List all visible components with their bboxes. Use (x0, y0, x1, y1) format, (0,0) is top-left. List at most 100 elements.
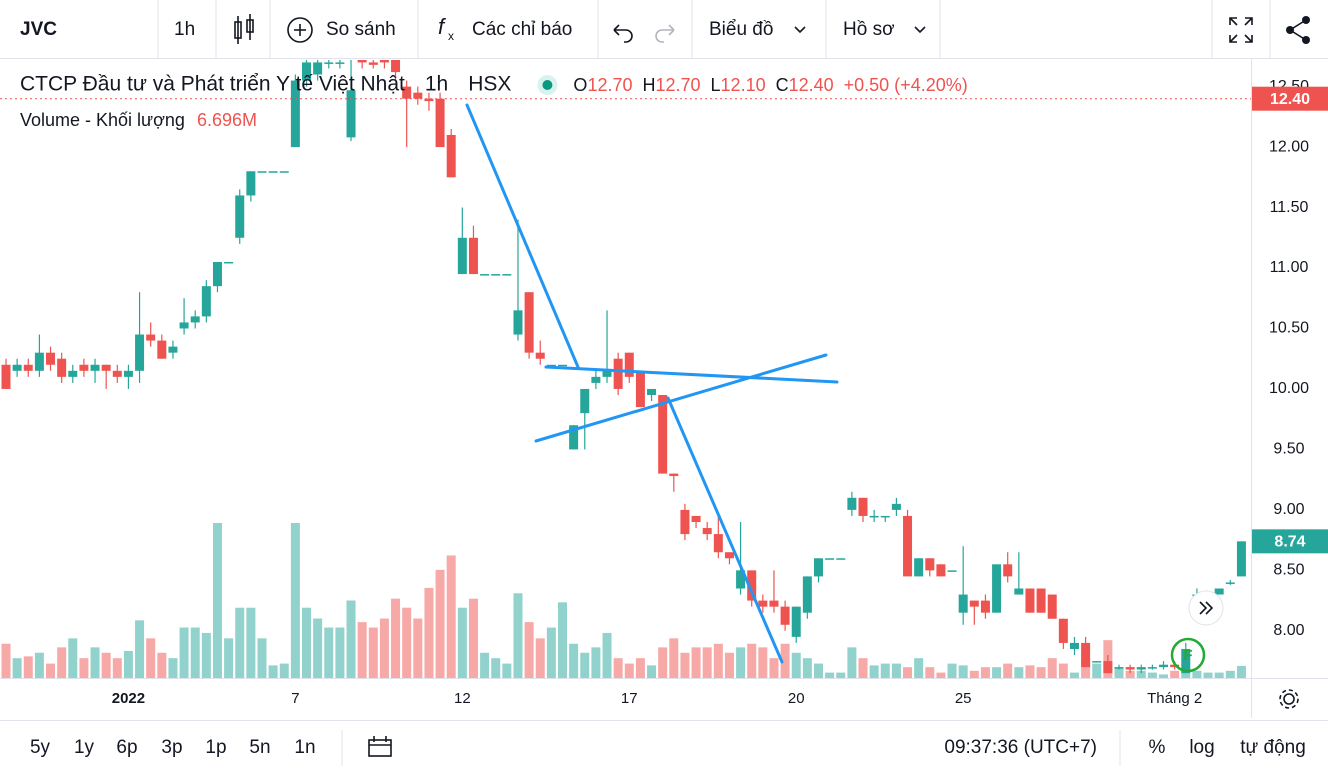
candle-body (1058, 618, 1068, 643)
indicators-button[interactable]: Các chỉ báo (472, 19, 572, 40)
share-icon[interactable] (1286, 16, 1310, 44)
fx-icon[interactable]: f (438, 14, 447, 39)
range-button[interactable]: 3p (161, 737, 182, 758)
settings-icon[interactable] (1279, 689, 1299, 709)
volume-bar (1147, 672, 1157, 678)
volume-bar (513, 593, 523, 678)
fullscreen-icon[interactable] (1229, 17, 1253, 43)
volume-bar (936, 672, 946, 678)
volume-bar (235, 607, 245, 678)
y-tick-label: 11.50 (1270, 199, 1309, 216)
candle-body (1036, 588, 1046, 613)
volume-bar (246, 607, 256, 678)
range-button[interactable]: 1n (294, 737, 315, 758)
date-range-icon[interactable] (368, 736, 392, 757)
x-tick-label: 12 (454, 690, 471, 707)
volume-bar (736, 647, 746, 678)
chart-style-icon[interactable] (234, 14, 254, 44)
volume-bar (669, 638, 679, 678)
auto-toggle[interactable]: tự động (1240, 737, 1306, 758)
volume-bar (1047, 658, 1057, 678)
trend-line[interactable] (544, 365, 839, 384)
y-tick-label: 10.50 (1269, 320, 1309, 337)
candle-body (1103, 661, 1113, 674)
candle-body (34, 352, 44, 371)
candle-body (391, 60, 401, 73)
volume-bar (1192, 670, 1202, 678)
volume-bar (446, 555, 456, 678)
chart-menu[interactable]: Biểu đồ (709, 19, 773, 40)
volume-bar (268, 665, 278, 678)
volume-bar (302, 607, 312, 678)
range-button[interactable]: 6p (116, 737, 137, 758)
log-toggle[interactable]: log (1189, 737, 1214, 758)
redo-icon[interactable] (655, 24, 675, 43)
symbol[interactable]: JVC (20, 19, 57, 40)
volume-bar (413, 618, 423, 678)
trend-line[interactable] (534, 353, 828, 443)
candle-body (1114, 667, 1124, 669)
plot (1, 60, 1246, 678)
candle-body (713, 534, 723, 553)
percent-toggle[interactable]: % (1149, 737, 1166, 758)
candle-body (980, 600, 990, 613)
candle-body (135, 334, 145, 371)
volume-bar (758, 647, 768, 678)
interval-button[interactable]: 1h (174, 19, 195, 40)
compare-button[interactable]: So sánh (326, 19, 396, 40)
candle-body (224, 261, 234, 264)
candle-body (580, 388, 590, 414)
x-tick-label: Tháng 2 (1147, 690, 1202, 707)
legend-interval: 1h (425, 73, 448, 96)
candle-body (1225, 582, 1235, 584)
candle-body (424, 98, 434, 102)
volume-bar (713, 643, 723, 678)
y-tick-label: 9.50 (1273, 441, 1304, 458)
candle-body (958, 594, 968, 613)
undo-icon[interactable] (613, 24, 633, 43)
range-button[interactable]: 1y (74, 737, 95, 758)
candle-body (602, 370, 612, 377)
volume-bar (524, 622, 534, 678)
range-button[interactable]: 5y (30, 737, 51, 758)
candle-body (747, 570, 757, 601)
profile-menu[interactable]: Hồ sơ (843, 19, 895, 40)
candle-body (836, 558, 846, 560)
candle-body (357, 60, 367, 63)
volume-bar (558, 602, 567, 678)
volume-bar (1069, 672, 1079, 678)
volume-bar (769, 658, 779, 678)
volume-bar (925, 667, 935, 678)
range-button[interactable]: 1p (205, 737, 226, 758)
range-button[interactable]: 5n (249, 737, 270, 758)
candle-body (446, 134, 456, 178)
candle-body (1, 364, 11, 389)
candle-body (736, 570, 746, 589)
candle-body (691, 515, 701, 522)
y-tick-label: 8.00 (1273, 622, 1304, 639)
volume-bar (702, 647, 712, 678)
candle-body (302, 62, 312, 81)
y-tick-label: 9.00 (1273, 501, 1304, 518)
trend-line[interactable] (666, 396, 784, 664)
candle-body (491, 274, 501, 276)
scroll-button[interactable] (1188, 590, 1224, 626)
candle-body (524, 292, 534, 353)
volume-bar (201, 632, 211, 678)
volume-bar (903, 667, 913, 678)
compare-icon[interactable] (287, 17, 313, 43)
volume-bar (747, 643, 757, 678)
volume-bar (914, 658, 924, 678)
trend-line[interactable] (465, 103, 580, 369)
candle-body (1025, 588, 1035, 613)
volume-bar (391, 598, 401, 678)
candle-body (112, 370, 122, 377)
volume-bar (613, 658, 623, 678)
event-icon[interactable]: F (1170, 637, 1206, 673)
volume-bar (313, 618, 323, 678)
candle-body (558, 364, 567, 367)
candle-body (591, 376, 601, 383)
y-tick-label: 12.00 (1269, 138, 1309, 155)
volume-bar (635, 658, 645, 678)
volume-bar (1081, 659, 1091, 678)
